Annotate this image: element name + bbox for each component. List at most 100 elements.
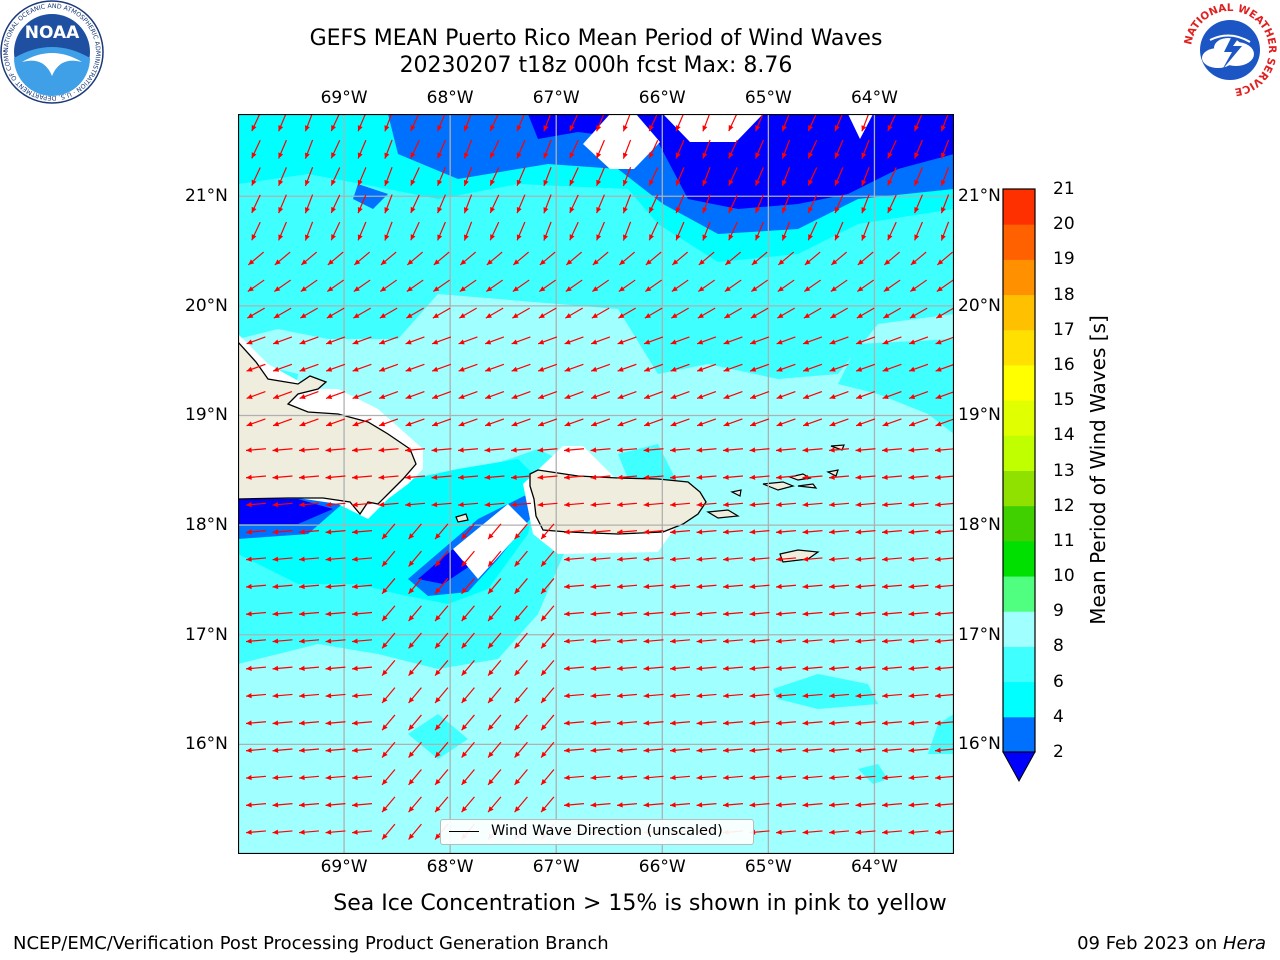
colorbar-tick: 4 — [1053, 706, 1064, 727]
wind-wave-arrow — [775, 638, 797, 644]
wind-wave-arrow — [569, 167, 579, 186]
colorbar-tick: 10 — [1053, 566, 1075, 587]
wind-wave-arrow — [749, 775, 770, 781]
wind-wave-arrow — [775, 775, 797, 781]
colorbar-tick: 6 — [1053, 671, 1064, 692]
wind-wave-arrow — [755, 167, 764, 187]
wind-wave-arrow — [304, 139, 314, 159]
wind-wave-arrow — [644, 279, 663, 293]
wind-wave-arrow — [697, 279, 716, 293]
wind-wave-arrow — [512, 279, 530, 293]
wind-wave-arrow — [722, 775, 744, 781]
wind-wave-arrow — [300, 307, 318, 319]
wind-wave-arrow — [616, 693, 638, 699]
wind-wave-arrow — [807, 114, 817, 132]
wind-wave-arrow — [855, 611, 876, 617]
colorbar-segment — [1003, 576, 1035, 612]
wind-wave-arrow — [802, 583, 823, 590]
wind-wave-arrow — [486, 251, 503, 266]
wind-wave-arrow — [881, 802, 903, 808]
wind-wave-arrow — [934, 447, 954, 453]
wind-wave-arrow — [537, 363, 558, 372]
wind-wave-arrow — [908, 502, 929, 508]
wind-wave-arrow — [272, 638, 293, 644]
lon-label: 66°W — [638, 88, 686, 108]
wind-wave-arrow — [381, 659, 396, 677]
wind-wave-arrow — [722, 474, 744, 480]
wind-wave-arrow — [828, 638, 850, 644]
wind-wave-arrow — [908, 638, 929, 644]
wind-wave-arrow — [487, 714, 502, 731]
wind-wave-arrow — [484, 391, 505, 399]
chart-subtitle: 20230207 t18z 000h fcst Max: 8.76 — [399, 53, 793, 78]
wind-wave-arrow — [299, 391, 319, 399]
wind-wave-arrow — [563, 556, 585, 562]
wind-wave-arrow — [616, 720, 638, 726]
lon-label: 66°W — [638, 857, 686, 877]
wind-wave-arrow — [590, 693, 611, 699]
wind-wave-arrow — [702, 139, 711, 159]
wind-wave-arrow — [590, 775, 611, 781]
wind-wave-arrow — [384, 114, 393, 132]
wind-wave-arrow — [247, 279, 265, 293]
wind-wave-arrow — [881, 447, 903, 453]
wind-wave-arrow — [461, 523, 475, 540]
wind-wave-arrow — [882, 391, 902, 399]
wind-wave-arrow — [538, 307, 557, 319]
wind-wave-arrow — [724, 279, 742, 293]
legend-line-swatch — [449, 831, 479, 832]
wind-wave-arrow — [696, 611, 717, 617]
lat-label: 19°N — [185, 405, 228, 426]
wind-wave-arrow — [935, 363, 954, 372]
wind-wave-arrow — [881, 611, 903, 617]
wind-wave-arrow — [643, 336, 664, 345]
wind-wave-arrow — [298, 829, 320, 835]
wind-wave-arrow — [457, 447, 479, 453]
colorbar-tick: 16 — [1053, 354, 1075, 375]
wind-wave-arrow — [722, 556, 744, 562]
wind-wave-arrow — [378, 418, 399, 427]
wind-wave-arrow — [274, 251, 291, 266]
wind-wave-arrow — [882, 418, 902, 427]
wind-wave-arrow — [540, 550, 555, 567]
wind-wave-arrow — [590, 529, 611, 535]
wind-wave-arrow — [543, 139, 552, 159]
wind-wave-arrow — [803, 307, 822, 319]
wind-wave-arrow — [431, 336, 452, 345]
wind-wave-arrow — [590, 447, 611, 453]
wind-wave-arrow — [325, 829, 346, 835]
wind-wave-arrow — [590, 720, 611, 726]
wind-wave-arrow — [434, 523, 449, 540]
wind-wave-arrow — [540, 741, 555, 758]
wind-wave-arrow — [485, 279, 504, 293]
wind-wave-arrow — [675, 139, 685, 159]
wind-wave-arrow — [278, 114, 287, 132]
wind-wave-arrow — [855, 474, 876, 480]
wind-wave-arrow — [881, 638, 903, 644]
wind-wave-arrow — [563, 638, 585, 644]
wind-wave-arrow — [251, 114, 261, 132]
wind-wave-arrow — [643, 747, 664, 753]
wind-wave-arrow — [590, 556, 611, 562]
wind-wave-arrow — [881, 583, 903, 590]
wind-wave-arrow — [564, 363, 584, 372]
wind-wave-arrow — [298, 638, 320, 644]
wind-wave-arrow — [728, 167, 738, 186]
wind-wave-arrow — [245, 502, 267, 508]
wind-wave-arrow — [749, 638, 770, 644]
wind-wave-arrow — [461, 796, 475, 813]
wind-wave-arrow — [326, 307, 345, 319]
wind-wave-arrow — [702, 167, 711, 187]
wind-wave-arrow — [540, 659, 555, 677]
wind-wave-arrow — [723, 391, 743, 399]
wind-wave-arrow — [861, 194, 870, 214]
wind-wave-arrow — [887, 194, 897, 214]
wind-wave-arrow — [246, 418, 266, 427]
wind-wave-arrow — [643, 802, 664, 808]
wind-wave-arrow — [696, 747, 717, 753]
wind-wave-arrow — [643, 611, 664, 617]
wind-wave-arrow — [908, 665, 929, 671]
wind-wave-arrow — [616, 611, 638, 617]
wind-wave-arrow — [643, 665, 664, 671]
wind-wave-arrow — [855, 638, 876, 644]
